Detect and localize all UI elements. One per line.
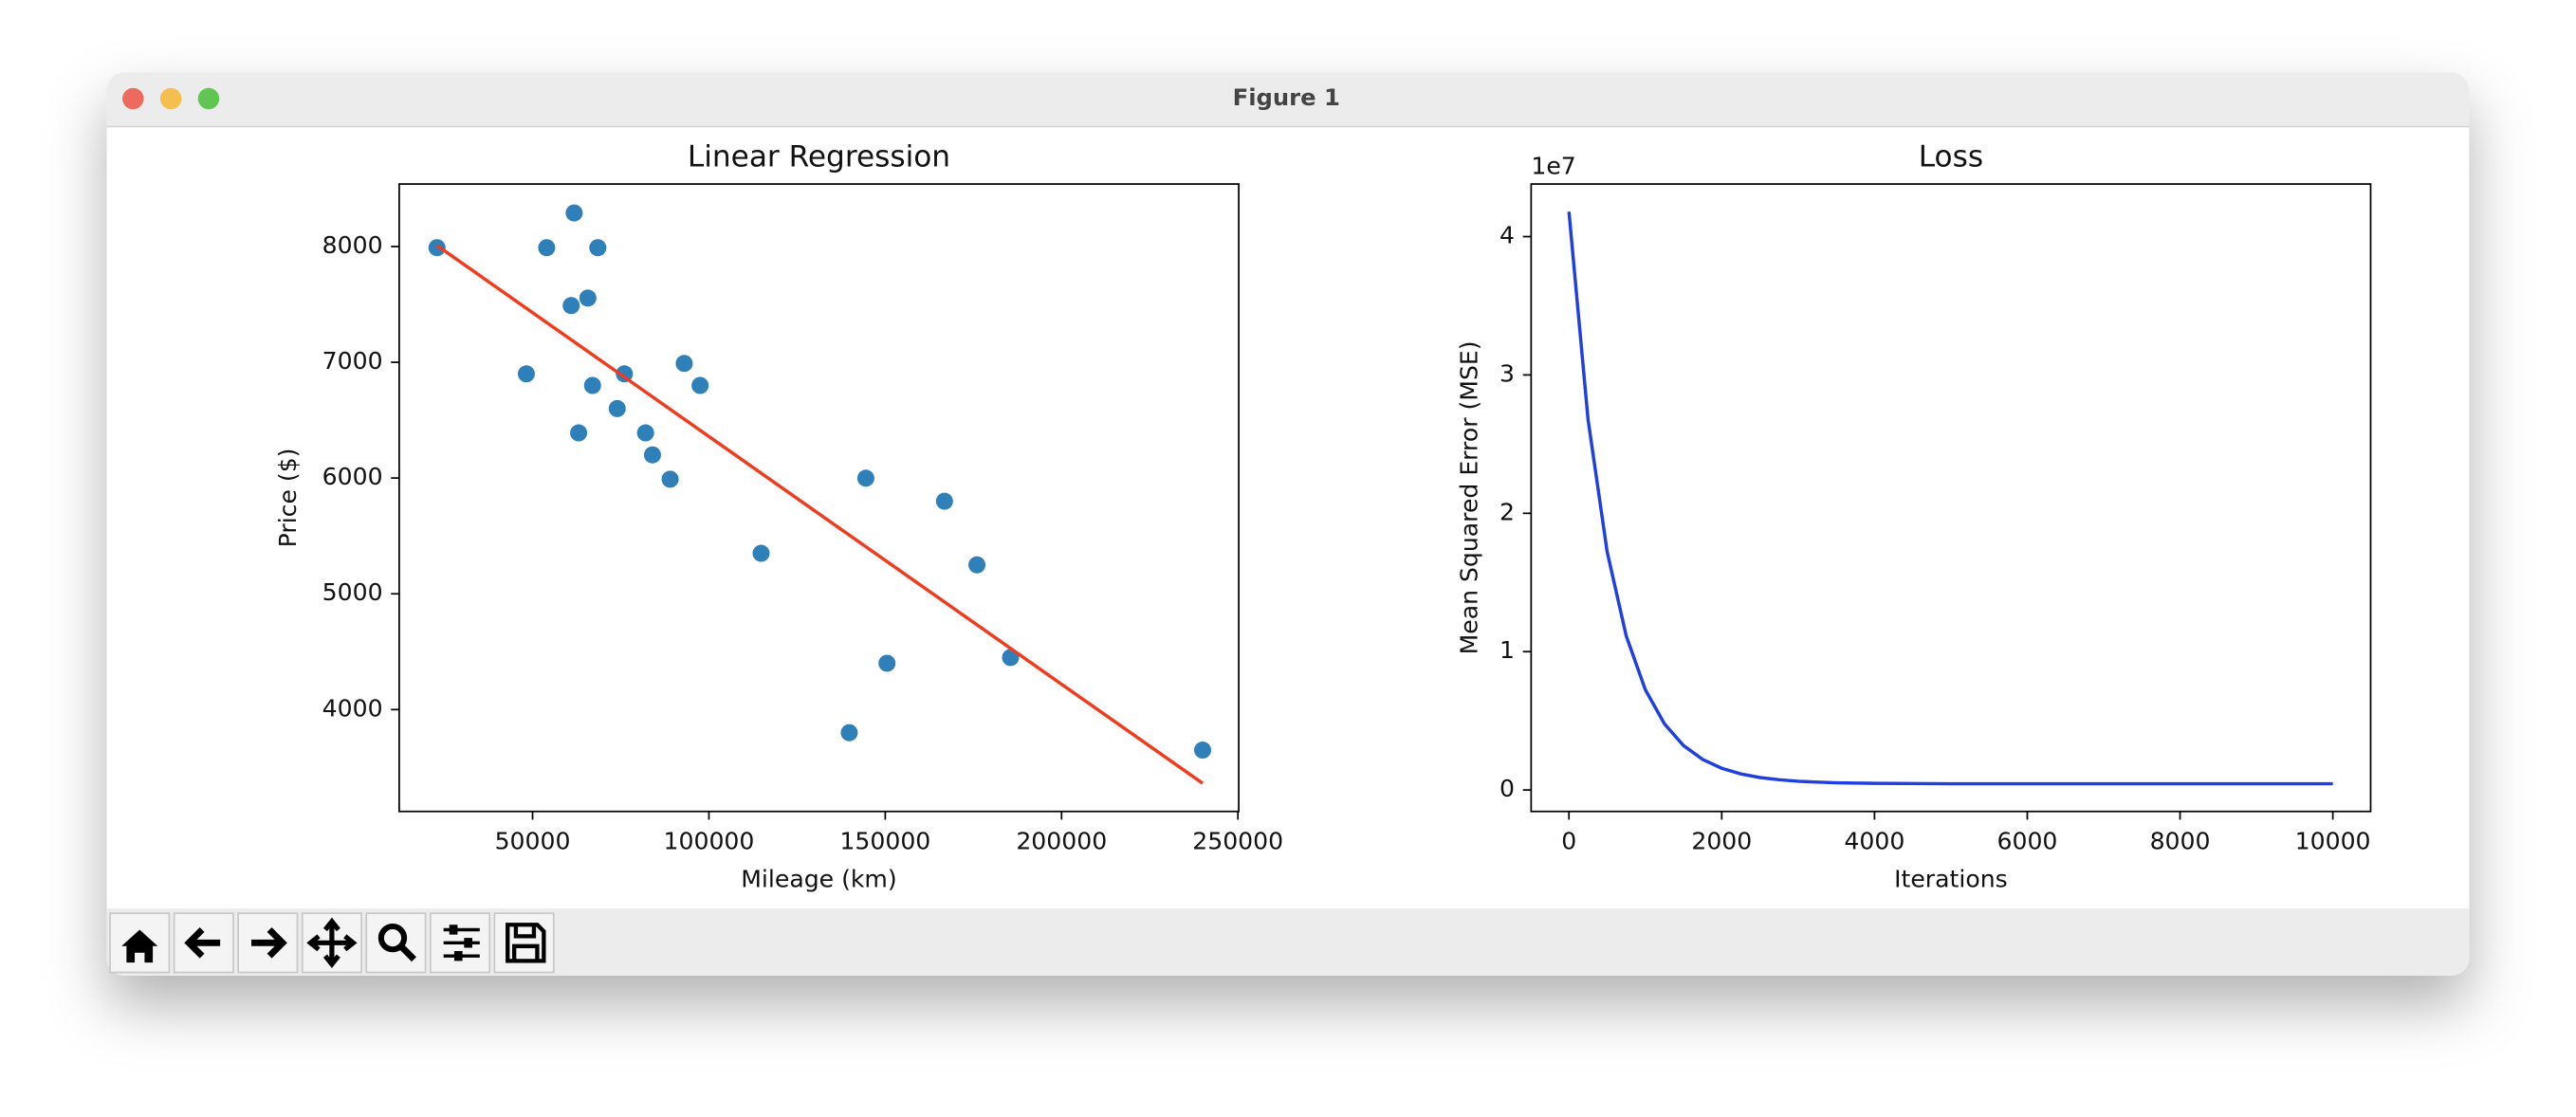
scatter-point	[856, 469, 874, 487]
scatter-point	[636, 424, 654, 442]
scatter-point	[935, 492, 953, 510]
x-tick-label: 0	[1561, 828, 1576, 855]
x-tick-label: 250000	[1192, 828, 1283, 855]
zoom-icon-handle	[398, 943, 416, 962]
y-axis-label: Mean Squared Error (MSE)	[1455, 340, 1482, 654]
x-tick-label: 100000	[664, 828, 755, 855]
x-tick-label: 2000	[1691, 828, 1752, 855]
scatter-point	[428, 239, 446, 257]
toolbar-buttons	[109, 912, 555, 974]
save-icon	[506, 923, 546, 963]
scatter-point	[643, 446, 661, 464]
y-axis-label: Price ($)	[274, 449, 302, 548]
toolbar	[106, 907, 2470, 976]
scatter-point	[565, 204, 583, 222]
y-tick-label: 3	[1500, 359, 1515, 387]
zoom-icon	[377, 923, 408, 953]
scatter-point	[608, 399, 626, 417]
scatter-point	[589, 239, 607, 257]
window	[106, 72, 2470, 976]
y-tick-label: 1	[1500, 636, 1515, 664]
x-tick-label: 10000	[2295, 828, 2371, 855]
chart-title: Linear Regression	[688, 139, 950, 174]
y-tick-label: 7000	[322, 347, 383, 375]
x-tick-label: 6000	[1997, 828, 2058, 855]
scatter-point	[562, 297, 580, 315]
y-tick-label: 4	[1500, 222, 1515, 249]
minimize-button[interactable]	[159, 87, 182, 110]
scatter-point	[752, 544, 770, 562]
window-title: Figure 1	[1233, 83, 1340, 111]
x-tick-label: 8000	[2150, 828, 2211, 855]
scatter-point	[878, 654, 896, 672]
close-button[interactable]	[122, 87, 144, 110]
scatter-point	[675, 355, 693, 373]
scatter-point	[517, 365, 535, 383]
y-tick-label: 2	[1500, 498, 1515, 525]
scatter-point	[968, 556, 986, 574]
scatter-point	[579, 289, 597, 307]
scatter-point	[570, 424, 588, 442]
scatter-point	[583, 376, 601, 394]
forward-icon	[251, 927, 287, 959]
y-tick-label: 0	[1500, 775, 1515, 802]
axes-frame	[398, 183, 1240, 813]
zoom-rect-button[interactable]	[365, 912, 427, 974]
scatter-point	[1193, 742, 1212, 760]
offset-label: 1e7	[1531, 153, 1575, 180]
toolbar-icons	[121, 917, 546, 968]
y-tick-label: 6000	[322, 463, 383, 490]
x-tick-label: 50000	[495, 828, 571, 855]
pan-icon	[306, 917, 358, 968]
scatter-point	[661, 470, 679, 488]
scatter-point	[691, 376, 709, 394]
scatter-point	[538, 239, 556, 257]
config-icon-knobs	[449, 925, 472, 961]
x-axis-label: Mileage (km)	[741, 866, 896, 893]
regression-line	[435, 244, 1204, 785]
title-bar	[106, 72, 2470, 127]
back-icon	[184, 927, 221, 959]
axes-frame	[1530, 183, 2372, 813]
figure: Linear Regression Mileage (km) Price ($) 50…	[274, 139, 2372, 893]
loss-line	[1567, 211, 2333, 786]
y-tick-label: 5000	[322, 578, 383, 606]
x-tick-label: 200000	[1016, 828, 1107, 855]
chart-title: Loss	[1919, 139, 1983, 174]
x-tick-label: 4000	[1844, 828, 1904, 855]
zoom-button[interactable]	[197, 87, 220, 110]
x-axis-label: Iterations	[1894, 866, 2008, 893]
y-tick-label: 4000	[322, 694, 383, 722]
x-tick-label: 150000	[839, 828, 930, 855]
y-tick-label: 8000	[322, 231, 383, 259]
scatter-point	[840, 723, 858, 742]
